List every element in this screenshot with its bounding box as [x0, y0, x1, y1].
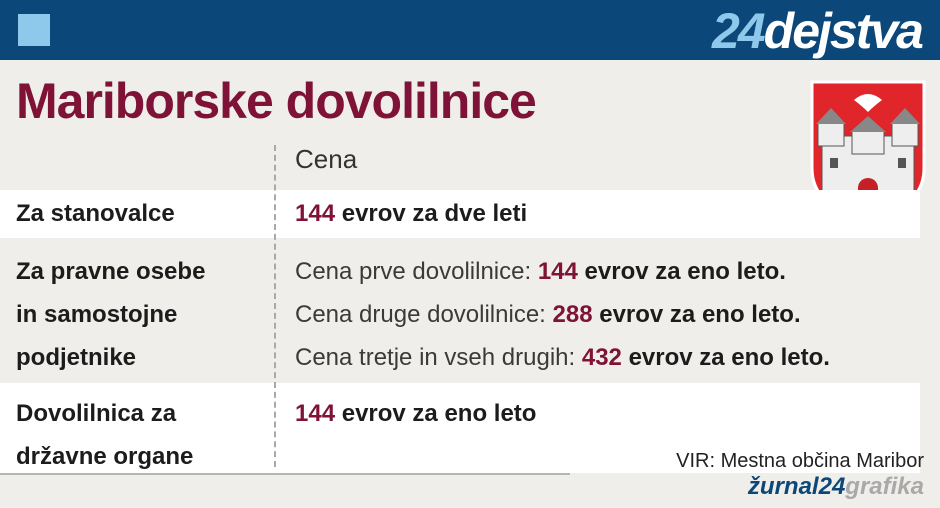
title: Mariborske dovolilnice: [16, 73, 537, 129]
price-line: Cena druge dovolilnice: 288 evrov za eno…: [295, 293, 830, 336]
column-header: Cena: [295, 144, 358, 174]
label-line: podjetnike: [16, 344, 137, 371]
label-line: državne organe: [16, 443, 194, 470]
label-line: Dovolilnica za: [16, 400, 177, 427]
price-amount: 144: [295, 200, 336, 227]
price-text: evrov za eno leto.: [584, 258, 786, 285]
row-prices: 144 evrov za dve leti: [295, 192, 527, 235]
price-amount: 288: [552, 301, 593, 328]
brand-word: dejstva: [763, 3, 924, 59]
price-line: 144 evrov za eno leto: [295, 392, 536, 435]
bottom-rule: [0, 473, 570, 475]
price-line: Cena tretje in vseh drugih: 432 evrov za…: [295, 336, 830, 379]
label-line: Za pravne osebe: [16, 258, 206, 285]
price-amount: 144: [537, 258, 578, 285]
price-text: evrov za dve leti: [341, 200, 528, 227]
row-prices: 144 evrov za eno leto: [295, 392, 536, 435]
price-amount: 432: [581, 344, 622, 371]
price-line: Cena prve dovolilnice: 144 evrov za eno …: [295, 250, 830, 293]
row-prices: Cena prve dovolilnice: 144 evrov za eno …: [295, 250, 830, 379]
label-line: in samostojne: [16, 301, 178, 328]
price-text: evrov za eno leto: [341, 400, 537, 427]
top-bar: [0, 0, 940, 60]
label-line: Za stanovalce: [16, 200, 175, 227]
price-prefix: Cena tretje in vseh drugih:: [295, 344, 576, 371]
row-band: [0, 383, 920, 473]
row-label: Za stanovalce: [16, 192, 175, 235]
price-amount: 144: [295, 400, 336, 427]
footer-brand-main: žurnal24: [747, 473, 846, 500]
column-divider: [274, 145, 276, 467]
footer-brand-suffix: grafika: [845, 473, 924, 500]
source: VIR: Mestna občina Maribor: [676, 450, 924, 472]
price-prefix: Cena druge dovolilnice:: [295, 301, 546, 328]
price-prefix: Cena prve dovolilnice:: [295, 258, 532, 285]
row-label: Za pravne osebe in samostojne podjetnike: [16, 250, 205, 379]
price-line: 144 evrov za dve leti: [295, 192, 527, 235]
logo-square: [18, 14, 50, 46]
row-band: [0, 190, 920, 238]
footer-brand: žurnal24grafika: [748, 473, 924, 501]
brand-number: 24: [712, 3, 766, 59]
price-text: evrov za eno leto.: [599, 301, 801, 328]
price-text: evrov za eno leto.: [628, 344, 830, 371]
row-label: Dovolilnica za državne organe: [16, 392, 193, 478]
brand: 24dejstva: [712, 2, 924, 60]
